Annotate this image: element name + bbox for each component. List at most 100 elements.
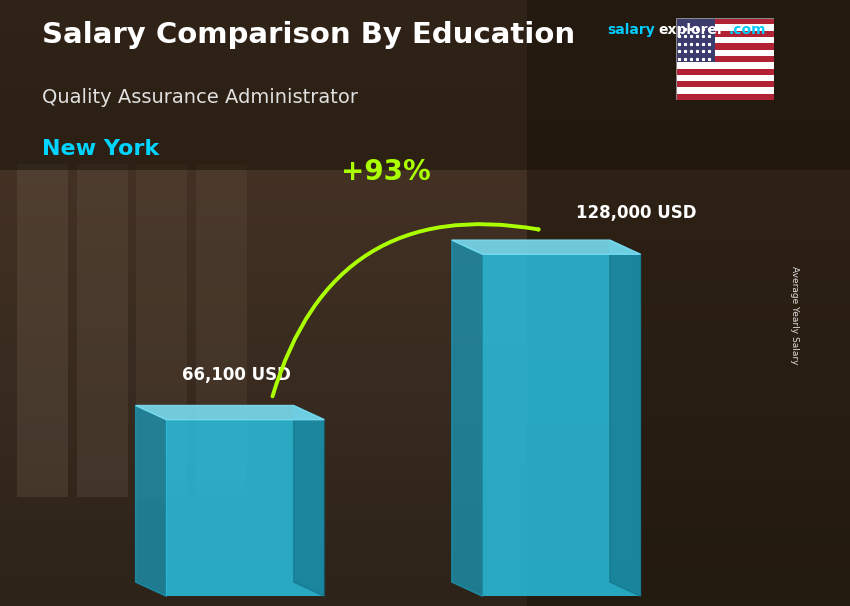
- Bar: [0, 472, 850, 475]
- Bar: [0, 15, 850, 18]
- Bar: [0, 143, 850, 146]
- Bar: [0, 128, 850, 131]
- Bar: [0, 73, 850, 76]
- Bar: [0, 268, 850, 271]
- Bar: [0, 222, 850, 225]
- Bar: [0, 122, 850, 125]
- Bar: [0, 158, 850, 161]
- Bar: [676, 81, 774, 87]
- Bar: [0, 554, 850, 558]
- Text: 128,000 USD: 128,000 USD: [576, 204, 696, 222]
- Bar: [0, 499, 850, 502]
- Bar: [0, 204, 850, 207]
- Bar: [0, 244, 850, 247]
- Text: explorer: explorer: [659, 23, 724, 37]
- Bar: [0, 439, 850, 442]
- Bar: [0, 594, 850, 597]
- Bar: [0, 76, 850, 79]
- Bar: [0, 570, 850, 573]
- Bar: [0, 469, 850, 472]
- Bar: [0, 70, 850, 73]
- Bar: [0, 463, 850, 466]
- Polygon shape: [135, 405, 325, 420]
- Bar: [0, 170, 850, 173]
- Bar: [0, 405, 850, 408]
- Bar: [0, 9, 850, 12]
- Bar: [676, 87, 774, 94]
- Bar: [0, 365, 850, 368]
- Bar: [0, 490, 850, 493]
- Bar: [0, 79, 850, 82]
- Bar: [0, 305, 850, 308]
- Bar: [0, 280, 850, 283]
- Bar: [0, 545, 850, 548]
- Bar: [0, 21, 850, 24]
- Bar: [0, 189, 850, 192]
- Bar: [0, 164, 850, 167]
- Bar: [0, 146, 850, 149]
- Bar: [0, 201, 850, 204]
- Bar: [0, 381, 850, 384]
- Bar: [0, 353, 850, 356]
- Bar: [0, 216, 850, 219]
- Bar: [0, 235, 850, 238]
- Bar: [0, 283, 850, 286]
- Bar: [0, 387, 850, 390]
- Bar: [676, 18, 774, 24]
- Bar: [76, 164, 128, 497]
- Bar: [0, 262, 850, 265]
- Bar: [0, 408, 850, 411]
- Bar: [676, 37, 774, 44]
- Bar: [0, 375, 850, 378]
- Bar: [0, 320, 850, 323]
- Polygon shape: [452, 240, 483, 596]
- Bar: [0, 475, 850, 478]
- Polygon shape: [452, 240, 641, 255]
- Bar: [0, 536, 850, 539]
- Bar: [0, 362, 850, 365]
- Bar: [0, 67, 850, 70]
- Bar: [0, 3, 850, 6]
- Bar: [0, 576, 850, 579]
- Bar: [0, 511, 850, 514]
- Bar: [0, 173, 850, 176]
- Bar: [0, 420, 850, 423]
- Bar: [0, 481, 850, 484]
- Bar: [0, 487, 850, 490]
- Bar: [136, 164, 187, 497]
- Bar: [0, 192, 850, 195]
- Bar: [527, 0, 850, 606]
- Text: salary: salary: [608, 23, 655, 37]
- Bar: [676, 94, 774, 100]
- Bar: [0, 542, 850, 545]
- Bar: [0, 292, 850, 295]
- Bar: [0, 231, 850, 235]
- Bar: [676, 44, 774, 50]
- Bar: [0, 384, 850, 387]
- Bar: [0, 390, 850, 393]
- Bar: [0, 478, 850, 481]
- Bar: [0, 448, 850, 451]
- Bar: [0, 82, 850, 85]
- Bar: [0, 253, 850, 256]
- Bar: [0, 24, 850, 27]
- Text: Salary Comparison By Education: Salary Comparison By Education: [42, 21, 575, 49]
- Polygon shape: [609, 240, 641, 596]
- Text: New York: New York: [42, 139, 160, 159]
- Bar: [0, 493, 850, 496]
- Bar: [0, 423, 850, 427]
- Bar: [0, 207, 850, 210]
- Bar: [0, 430, 850, 433]
- Bar: [0, 396, 850, 399]
- Bar: [0, 445, 850, 448]
- Bar: [0, 301, 850, 305]
- Bar: [0, 101, 850, 104]
- Bar: [0, 502, 850, 505]
- Bar: [0, 104, 850, 107]
- Bar: [0, 137, 850, 140]
- Bar: [0, 539, 850, 542]
- Bar: [0, 298, 850, 301]
- Bar: [0, 378, 850, 381]
- Bar: [0, 567, 850, 570]
- Bar: [0, 368, 850, 371]
